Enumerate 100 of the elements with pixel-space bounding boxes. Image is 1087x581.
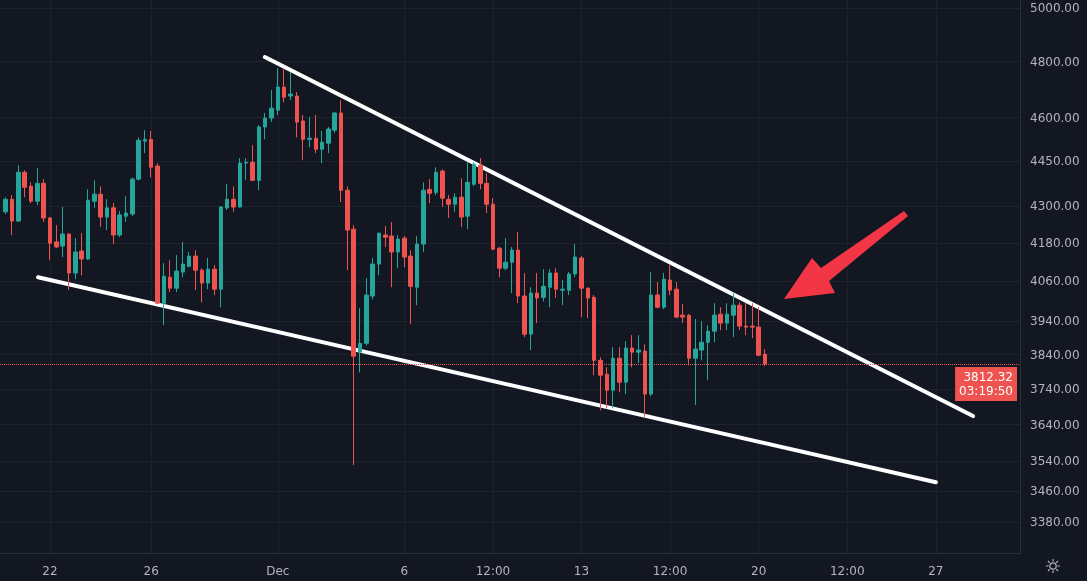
candlestick [117,210,122,238]
candlestick [744,302,748,336]
candlestick [288,71,293,101]
candlestick [472,161,476,187]
y-tick-label: 5000.00 [1030,1,1080,16]
candlestick [22,169,27,198]
candlestick [377,232,381,276]
candlestick [181,241,185,278]
candlestick [548,268,552,308]
candlestick [98,185,103,228]
candlestick [668,264,672,296]
candlestick [434,166,438,196]
candlestick [706,324,710,381]
x-tick-label: 20 [751,564,767,578]
candlestick [497,246,502,278]
candlestick [244,157,248,181]
candlestick [29,181,33,204]
y-tick-label: 3540.00 [1030,454,1080,469]
candlestick [516,231,520,304]
candlestick [579,255,584,318]
x-tick-label: 26 [143,564,159,578]
y-tick-label: 4060.00 [1030,274,1080,289]
candlestick [105,198,109,231]
y-tick-label: 4300.00 [1030,199,1080,214]
annotation: 03:19:50 [959,384,1013,399]
candlestick [92,179,97,209]
x-tick-label: 22 [42,564,58,578]
candlestick [737,301,742,331]
candlestick [231,185,236,213]
candlestick [453,192,457,213]
candlestick [510,246,514,294]
candlestick [535,272,539,324]
candlestick [655,281,660,309]
y-tick-label: 4800.00 [1030,54,1080,69]
candlestick [16,164,21,223]
candlestick [263,112,267,140]
candlestick [712,302,717,343]
candlestick [250,144,255,182]
x-tick-label: 12:00 [829,564,865,578]
y-tick-label: 4600.00 [1030,110,1080,125]
candlestick [611,346,615,409]
candlestick [396,234,400,269]
candlestick [73,237,78,280]
candlestick [529,286,533,351]
candlestick [503,237,508,271]
candlestick [200,267,204,303]
candlestick [440,168,445,208]
candlestick [491,197,495,251]
candlestick [67,232,71,291]
candlestick [212,264,217,296]
x-tick-label: 6 [400,564,409,578]
y-tick-label: 3840.00 [1030,347,1080,362]
candlestick [276,67,280,116]
candlestick [459,177,464,228]
x-tick-label: 27 [928,564,944,578]
y-tick-label: 3380.00 [1030,514,1080,529]
candlestick [465,161,470,230]
candlestick [124,195,128,223]
candlestick [111,202,116,245]
candlestick [573,243,577,278]
candlestick [307,116,312,148]
candlestick [605,366,609,409]
candlestick [168,259,172,293]
candlestick [541,268,546,302]
candlestick [295,91,299,138]
candlestick [415,235,419,306]
candlestick [446,194,451,219]
candlestick [149,130,153,178]
candlestick [143,129,147,154]
candlestick [718,306,723,331]
candlestick [339,99,343,203]
x-tick-label: Dec [266,564,290,578]
candlestick [731,292,736,338]
candlestick [10,194,14,236]
candlestick [41,178,46,223]
candlestick [554,267,558,299]
candlestick [86,188,90,261]
candlestick [586,286,590,319]
candlestick [662,272,666,310]
candlestick [206,257,210,290]
candlestick [257,124,261,191]
candlestick [725,302,729,331]
candlestick [238,157,242,209]
candlestick [219,205,223,308]
candlestick [79,232,84,276]
candlestick [320,130,324,164]
candlestick [649,271,653,397]
candlestick [162,262,166,326]
y-tick-label: 3460.00 [1030,484,1080,499]
y-tick-label: 3740.00 [1030,382,1080,397]
candlestick [421,181,426,253]
x-tick-label: 12:00 [475,564,511,578]
candlestick [193,249,198,291]
candlestick [155,162,160,305]
candlestick [301,114,305,161]
candlestick [314,114,318,154]
candlestick [225,183,229,211]
candlestick [187,251,191,268]
candlestick [560,279,565,306]
y-tick-label: 3940.00 [1030,313,1080,328]
